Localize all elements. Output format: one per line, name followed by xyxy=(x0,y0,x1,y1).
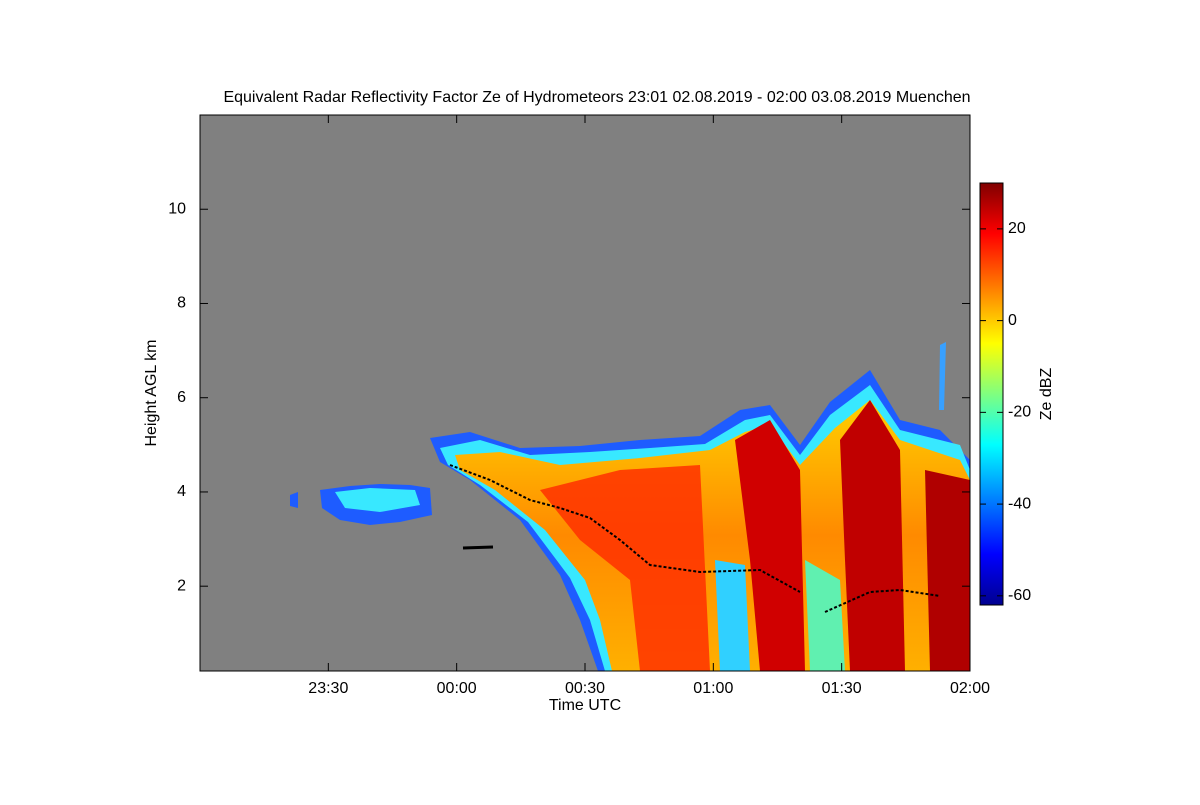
echo-dark xyxy=(735,420,805,671)
echo-cloud xyxy=(290,492,298,508)
x-tick-label: 00:00 xyxy=(437,680,477,697)
melting-layer xyxy=(449,464,801,593)
echo-dark xyxy=(925,470,970,671)
melting-layer xyxy=(462,545,494,550)
x-tick-label: 01:00 xyxy=(693,680,733,697)
echo-dark xyxy=(840,400,905,671)
radar-echo xyxy=(290,342,970,671)
y-tick-label: 8 xyxy=(177,295,186,312)
colorbar-label: Ze dBZ xyxy=(1038,368,1055,421)
colorbar xyxy=(979,182,1004,606)
chart-title: Equivalent Radar Reflectivity Factor Ze … xyxy=(223,89,970,106)
echo-cyan xyxy=(715,560,750,671)
y-axis-label: Height AGL km xyxy=(143,339,160,446)
echo-cloud xyxy=(335,488,420,512)
colorbar-tick-label: -20 xyxy=(1008,404,1031,421)
x-axis-label: Time UTC xyxy=(549,697,621,714)
colorbar-tick-label: -40 xyxy=(1008,495,1031,512)
echo-green xyxy=(805,560,845,671)
colorbar-tick-label: -60 xyxy=(1008,587,1031,604)
y-tick-label: 6 xyxy=(177,389,186,406)
x-tick-label: 01:30 xyxy=(822,680,862,697)
x-tick-label: 23:30 xyxy=(308,680,348,697)
y-tick-label: 2 xyxy=(177,577,186,594)
y-tick-label: 4 xyxy=(177,483,186,500)
y-tick-label: 10 xyxy=(168,200,186,217)
colorbar-tick-label: 0 xyxy=(1008,312,1017,329)
x-tick-label: 02:00 xyxy=(950,680,990,697)
echo-cloud xyxy=(939,342,946,410)
x-tick-label: 00:30 xyxy=(565,680,605,697)
colorbar-tick-label: 20 xyxy=(1008,220,1026,237)
